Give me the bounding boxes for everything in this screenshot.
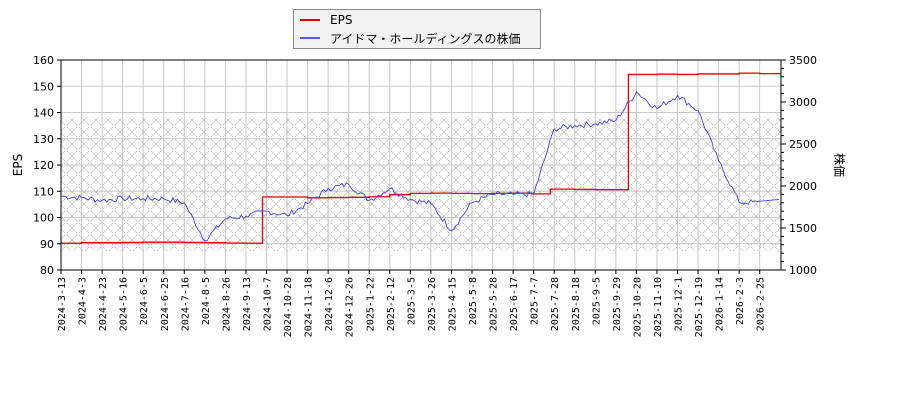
svg-text:2025-2-12: 2025-2-12 [386, 277, 397, 331]
eps-line-swatch [300, 19, 320, 21]
svg-text:2024-12-26: 2024-12-26 [345, 277, 356, 337]
svg-text:2026-1-14: 2026-1-14 [715, 277, 726, 331]
svg-text:2025-6-17: 2025-6-17 [509, 277, 520, 331]
svg-text:1000: 1000 [789, 264, 817, 277]
svg-text:160: 160 [33, 54, 54, 67]
svg-text:120: 120 [33, 159, 54, 172]
svg-text:1500: 1500 [789, 222, 817, 235]
svg-text:2000: 2000 [789, 180, 817, 193]
legend-label-eps: EPS [330, 13, 353, 27]
svg-text:2025-7-28: 2025-7-28 [550, 277, 561, 331]
svg-text:140: 140 [33, 107, 54, 120]
svg-text:110: 110 [33, 185, 54, 198]
svg-text:2024-10-28: 2024-10-28 [283, 277, 294, 337]
svg-text:2024-11-18: 2024-11-18 [304, 277, 315, 337]
svg-text:2025-4-15: 2025-4-15 [447, 277, 458, 331]
right-axis-label: 株価 [832, 153, 847, 177]
svg-text:2024-3-13: 2024-3-13 [57, 277, 68, 331]
svg-text:2024-7-16: 2024-7-16 [180, 277, 191, 331]
svg-text:2025-9-5: 2025-9-5 [591, 277, 602, 325]
svg-text:130: 130 [33, 133, 54, 146]
svg-text:2024-4-23: 2024-4-23 [98, 277, 109, 331]
svg-text:2024-6-5: 2024-6-5 [139, 277, 150, 325]
svg-text:2024-6-25: 2024-6-25 [160, 277, 171, 331]
svg-text:2025-10-20: 2025-10-20 [632, 277, 643, 337]
svg-text:2024-4-3: 2024-4-3 [78, 277, 89, 325]
left-axis: 80 90 100 110 120 130 140 150 160 [33, 54, 61, 277]
svg-text:2025-5-8: 2025-5-8 [468, 277, 479, 325]
svg-text:2025-7-7: 2025-7-7 [530, 277, 541, 325]
series-lines [61, 72, 781, 244]
legend-item-eps: EPS [300, 12, 352, 28]
svg-text:90: 90 [40, 238, 54, 251]
legend-item-price: アイドマ・ホールディングスの株価 [300, 30, 521, 46]
right-axis: 1000 1500 2000 2500 3000 3500 [781, 54, 817, 277]
svg-text:3500: 3500 [789, 54, 817, 67]
legend-label-price: アイドマ・ホールディングスの株価 [330, 31, 521, 46]
svg-text:3000: 3000 [789, 96, 817, 109]
svg-text:2025-3-26: 2025-3-26 [427, 277, 438, 331]
svg-text:2500: 2500 [789, 138, 817, 151]
svg-text:2025-11-10: 2025-11-10 [653, 277, 664, 337]
price-line-swatch [300, 37, 320, 39]
svg-text:2025-1-22: 2025-1-22 [365, 277, 376, 331]
svg-text:2025-12-19: 2025-12-19 [694, 277, 705, 337]
svg-text:2024-9-13: 2024-9-13 [242, 277, 253, 331]
x-axis: 2024-3-13 2024-4-3 2024-4-23 2024-5-16 2024-… [57, 270, 767, 337]
svg-text:2026-2-25: 2026-2-25 [756, 277, 767, 331]
svg-text:2024-8-26: 2024-8-26 [221, 277, 232, 331]
svg-text:2025-9-29: 2025-9-29 [612, 277, 623, 331]
svg-text:2026-2-3: 2026-2-3 [735, 277, 746, 325]
shaded-band [61, 118, 781, 251]
svg-text:2025-3-5: 2025-3-5 [406, 277, 417, 325]
svg-text:2025-8-18: 2025-8-18 [571, 277, 582, 331]
svg-text:150: 150 [33, 80, 54, 93]
svg-text:2024-10-7: 2024-10-7 [263, 277, 274, 331]
svg-text:2024-12-6: 2024-12-6 [324, 277, 335, 331]
svg-text:2025-12-1: 2025-12-1 [674, 277, 685, 331]
svg-text:2024-8-5: 2024-8-5 [201, 277, 212, 325]
svg-text:2024-5-16: 2024-5-16 [119, 277, 130, 331]
left-axis-label: EPS [11, 154, 25, 176]
svg-text:80: 80 [40, 264, 54, 277]
legend: EPS アイドマ・ホールディングスの株価 [293, 9, 541, 49]
svg-text:2025-5-28: 2025-5-28 [489, 277, 500, 331]
svg-text:100: 100 [33, 212, 54, 225]
